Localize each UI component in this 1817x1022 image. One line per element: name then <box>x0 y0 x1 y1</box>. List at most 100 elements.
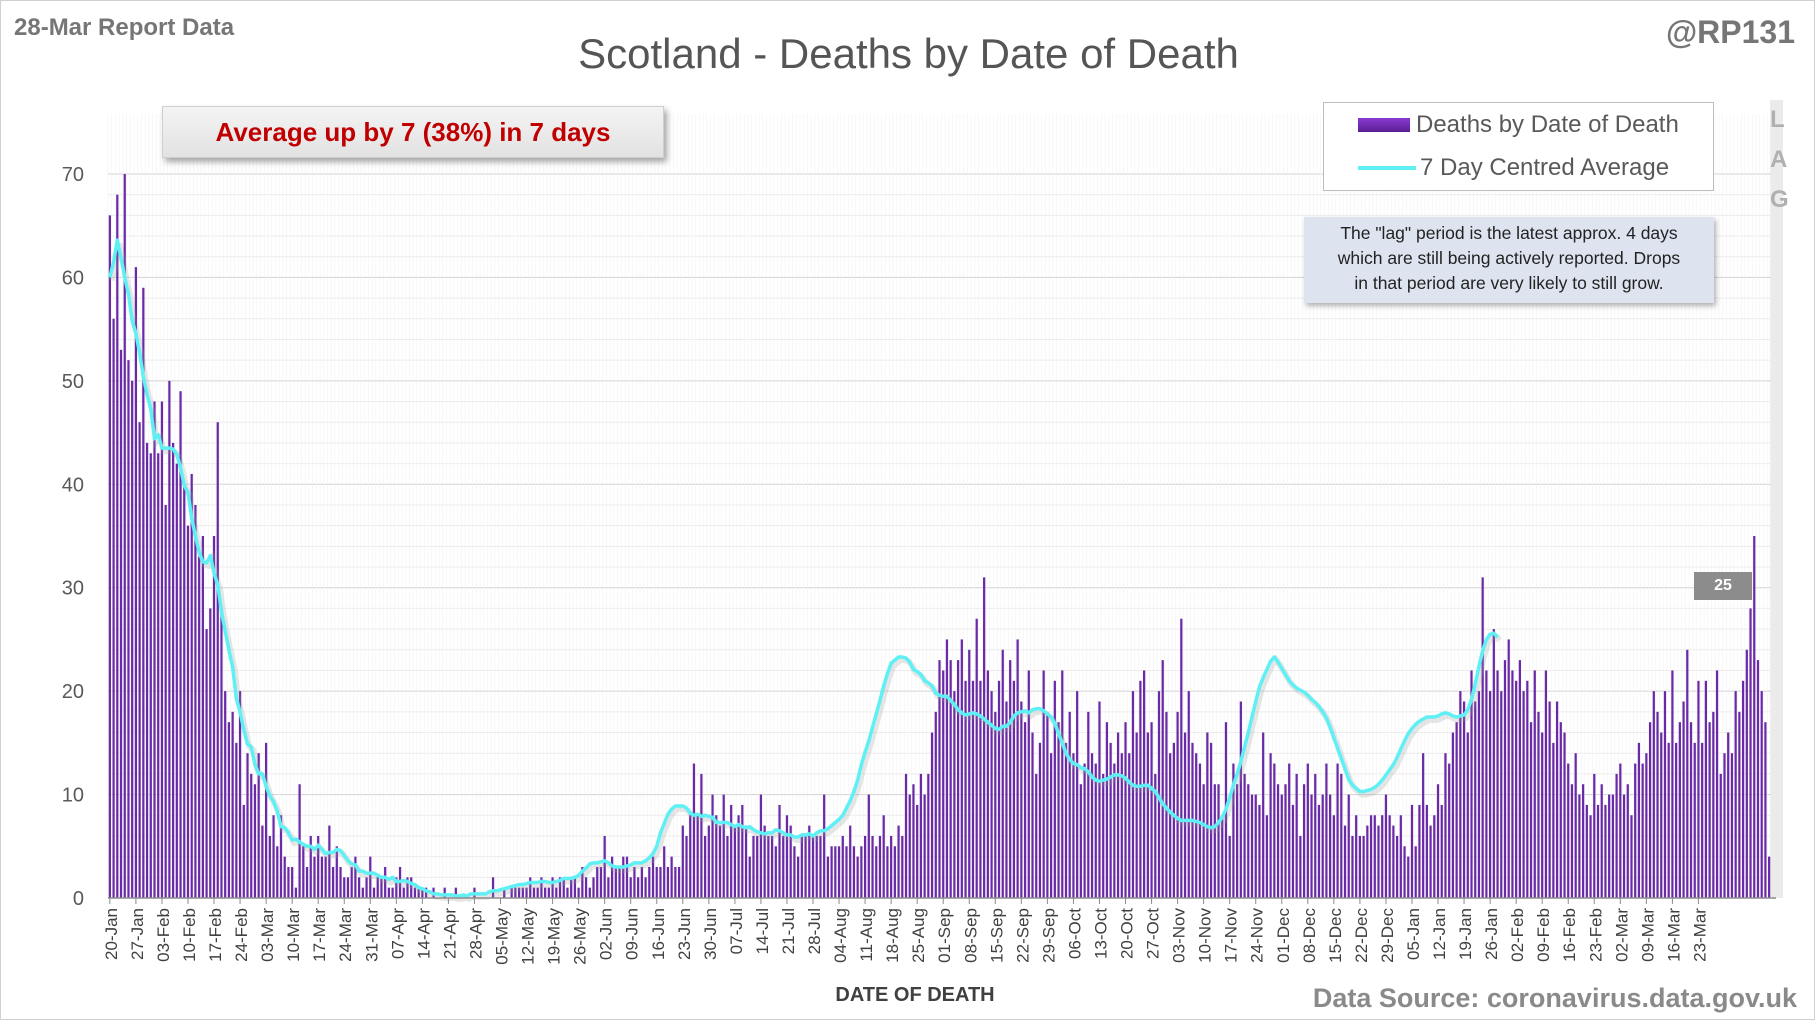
bar <box>1608 794 1611 898</box>
bar <box>1429 825 1432 898</box>
bar <box>971 680 975 898</box>
bar <box>372 887 376 898</box>
bar <box>1340 773 1343 898</box>
bar <box>1529 722 1533 898</box>
bar <box>852 846 856 898</box>
x-tick-label: 02-Mar <box>1612 908 1631 962</box>
bar <box>677 866 681 898</box>
x-tick-label: 20-Oct <box>1118 908 1137 959</box>
bar <box>1329 794 1332 898</box>
x-tick-label: 13-Oct <box>1091 908 1110 959</box>
x-tick-label: 17-Mar <box>310 908 329 962</box>
bar <box>1343 825 1347 898</box>
bar <box>1526 680 1529 898</box>
bar <box>1016 639 1019 898</box>
bar <box>625 856 629 898</box>
bar <box>1753 536 1756 898</box>
bar <box>532 887 536 898</box>
bar <box>707 825 710 898</box>
bar <box>1448 763 1451 898</box>
x-tick-label: 15-Dec <box>1326 908 1345 963</box>
bar <box>756 835 759 898</box>
x-tick-label: 24-Nov <box>1248 908 1267 963</box>
bar <box>1585 804 1588 898</box>
bar <box>1187 691 1190 898</box>
bar <box>1295 773 1298 898</box>
bar <box>1288 763 1291 898</box>
bar <box>1738 711 1741 898</box>
bar <box>1180 618 1183 898</box>
bar <box>1768 856 1771 898</box>
bar <box>402 887 405 898</box>
legend-line-swatch <box>1358 166 1416 170</box>
bar <box>610 856 614 898</box>
bar <box>1381 815 1384 898</box>
bar <box>1741 680 1745 898</box>
bar <box>867 794 870 898</box>
bar <box>517 887 521 898</box>
bar <box>1090 753 1094 898</box>
bar <box>1310 794 1313 898</box>
x-tick-label: 01-Sep <box>935 908 954 963</box>
bar <box>1678 722 1681 898</box>
bar <box>1436 784 1440 898</box>
bar <box>1247 784 1250 898</box>
bar <box>1619 763 1622 898</box>
bar <box>1704 680 1708 898</box>
bar <box>692 763 696 898</box>
bar <box>1563 732 1566 898</box>
bar <box>1061 670 1064 898</box>
bar <box>1712 711 1715 898</box>
bar <box>1377 825 1380 898</box>
bar <box>1057 722 1060 898</box>
bar <box>1552 742 1555 898</box>
bar <box>268 835 271 898</box>
bar <box>212 536 216 898</box>
bar <box>350 866 353 898</box>
bar <box>904 773 908 898</box>
bar <box>1582 784 1585 898</box>
bar <box>1708 722 1711 898</box>
bar <box>1500 691 1503 898</box>
bar <box>175 463 178 898</box>
bar <box>123 174 126 898</box>
bar <box>521 887 524 898</box>
latest-average-value: 25 <box>1714 577 1732 594</box>
bar <box>1113 763 1116 898</box>
bar <box>1682 701 1685 898</box>
bar <box>1648 722 1652 898</box>
bar <box>1596 804 1600 898</box>
bar <box>711 794 714 898</box>
bar <box>748 856 751 898</box>
bar <box>1317 804 1321 898</box>
bar <box>1667 742 1670 898</box>
bar <box>1518 660 1521 898</box>
bar <box>112 318 115 898</box>
x-tick-label: 18-Aug <box>883 908 902 963</box>
bar <box>1719 773 1722 898</box>
bar <box>201 536 204 898</box>
bar <box>242 804 245 898</box>
bar <box>715 815 718 898</box>
bar <box>261 825 264 898</box>
x-tick-label: 15-Sep <box>987 908 1006 963</box>
legend-item-line: 7 Day Centred Average <box>1358 154 1669 182</box>
bar <box>1332 815 1335 898</box>
bar <box>614 866 617 898</box>
bar <box>1544 670 1548 898</box>
bar <box>916 804 919 898</box>
bar <box>1634 763 1637 898</box>
x-tick-label: 03-Mar <box>258 908 277 962</box>
bar <box>1537 711 1540 898</box>
bar <box>1425 804 1428 898</box>
bar <box>220 608 223 898</box>
bar <box>1656 711 1659 898</box>
bar <box>1221 815 1224 898</box>
bar <box>1686 649 1689 898</box>
x-tick-label: 07-Jul <box>727 908 746 954</box>
bar <box>317 835 320 898</box>
lag-band-right <box>1771 100 1783 898</box>
bar <box>644 877 647 898</box>
bar <box>1169 753 1172 898</box>
